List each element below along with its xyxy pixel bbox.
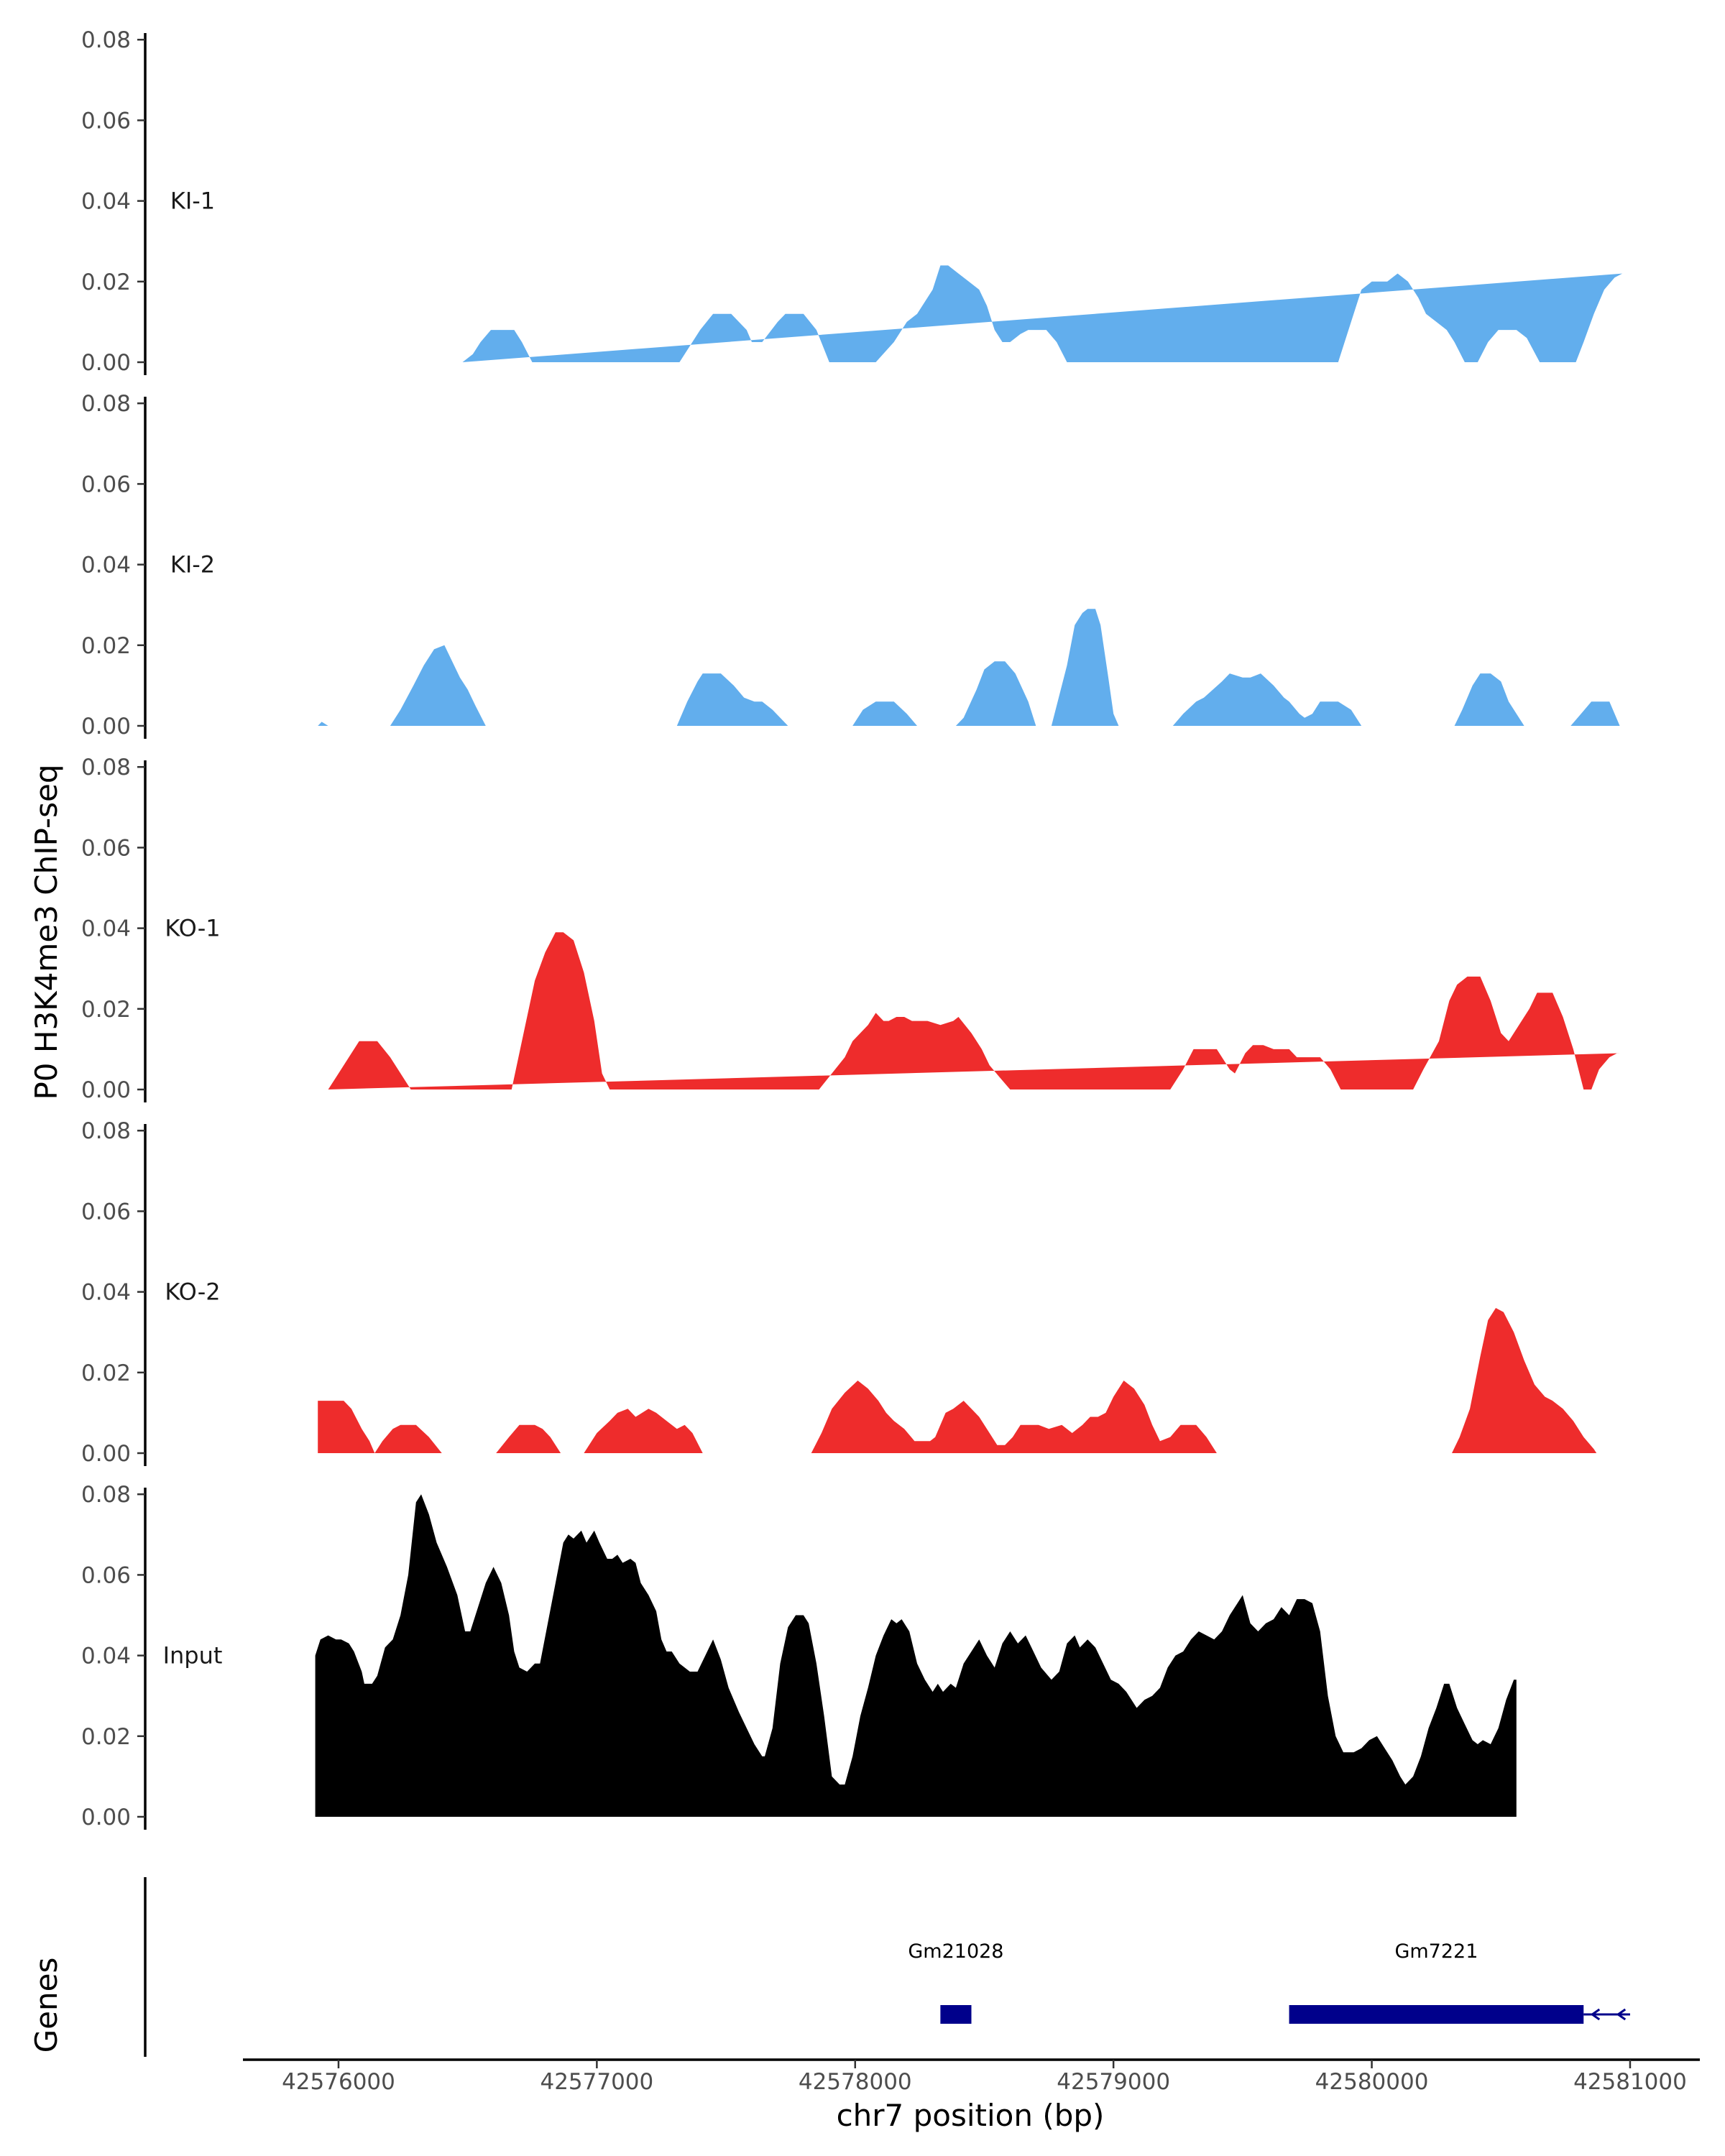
gene-exon	[940, 2005, 972, 2024]
y-tick-label: 0.00	[81, 1441, 131, 1467]
y-tick-label: 0.08	[81, 1118, 131, 1144]
coverage-area-ko-1	[328, 932, 1620, 1089]
x-axis-title: chr7 position (bp)	[837, 2098, 1105, 2133]
y-tick-label: 0.00	[81, 1805, 131, 1830]
y-tick-label: 0.04	[81, 1280, 131, 1306]
gene-label: Gm21028	[908, 1940, 1003, 1963]
coverage-area-ko-2	[318, 1308, 1597, 1453]
track-label: KO-2	[165, 1279, 220, 1306]
y-tick-label: 0.06	[81, 108, 131, 134]
track-ki-2: 0.00 0.02 0.04 0.06 0.08 KI-2	[81, 391, 1620, 740]
genes-panel: Gm21028 Gm7221	[144, 1877, 1630, 2057]
y-tick-label: 0.02	[81, 997, 131, 1023]
y-tick-label: 0.04	[81, 916, 131, 942]
y-tick-label: 0.04	[81, 1644, 131, 1669]
y-tick-label: 0.08	[81, 27, 131, 53]
track-label: KI-1	[170, 188, 215, 215]
y-tick-label: 0.08	[81, 1482, 131, 1508]
track-label: Input	[163, 1642, 223, 1669]
y-axis-title: P0 H3K4me3 ChIP-seq	[29, 764, 64, 1100]
gene-gm21028: Gm21028	[908, 1940, 1003, 2024]
strand-arrow	[1616, 2008, 1627, 2021]
track-label: KO-1	[165, 915, 220, 942]
y-tick-label: 0.06	[81, 1199, 131, 1225]
track-panels: 0.00 0.02 0.04 0.06 0.08 KI-1 0.00 0.02 0.04 0.06…	[81, 27, 1623, 1830]
x-axis: 42576000 42577000 42578000 42579000 42580000…	[243, 2058, 1700, 2095]
track-ki-1: 0.00 0.02 0.04 0.06 0.08 KI-1	[81, 27, 1623, 376]
y-tick-label: 0.02	[81, 633, 131, 659]
x-tick-label: 42579000	[1057, 2069, 1170, 2095]
genes-axis-title: Genes	[29, 1958, 64, 2053]
track-label: KI-2	[170, 551, 215, 579]
y-tick-label: 0.06	[81, 835, 131, 861]
gene-gm7221: Gm7221	[1289, 1940, 1630, 2024]
y-tick-label: 0.02	[81, 1724, 131, 1750]
y-tick-label: 0.02	[81, 270, 131, 295]
y-tick-label: 0.06	[81, 471, 131, 497]
y-tick-label: 0.08	[81, 391, 131, 417]
track-ko-2: 0.00 0.02 0.04 0.06 0.08 KO-2	[81, 1118, 1597, 1467]
coverage-area-ki-2	[318, 609, 1620, 726]
strand-arrow	[1590, 2008, 1601, 2021]
y-tick-label: 0.02	[81, 1360, 131, 1386]
y-tick-label: 0.06	[81, 1562, 131, 1588]
x-tick-label: 42577000	[540, 2069, 653, 2095]
y-tick-label: 0.00	[81, 1077, 131, 1103]
gene-label: Gm7221	[1394, 1940, 1478, 1963]
gene-exon	[1289, 2005, 1584, 2024]
y-tick-label: 0.08	[81, 755, 131, 780]
y-tick-label: 0.00	[81, 714, 131, 740]
x-tick-label: 42581000	[1573, 2069, 1687, 2095]
track-input: 0.00 0.02 0.04 0.06 0.08 Input	[81, 1482, 1517, 1830]
y-tick-label: 0.00	[81, 350, 131, 376]
x-tick-label: 42578000	[799, 2069, 912, 2095]
x-tick-label: 42580000	[1315, 2069, 1429, 2095]
track-ko-1: 0.00 0.02 0.04 0.06 0.08 KO-1	[81, 755, 1620, 1103]
y-tick-label: 0.04	[81, 189, 131, 215]
x-tick-label: 42576000	[282, 2069, 395, 2095]
coverage-area-ki-1	[462, 265, 1623, 362]
y-tick-label: 0.04	[81, 553, 131, 579]
coverage-area-input	[315, 1494, 1517, 1817]
